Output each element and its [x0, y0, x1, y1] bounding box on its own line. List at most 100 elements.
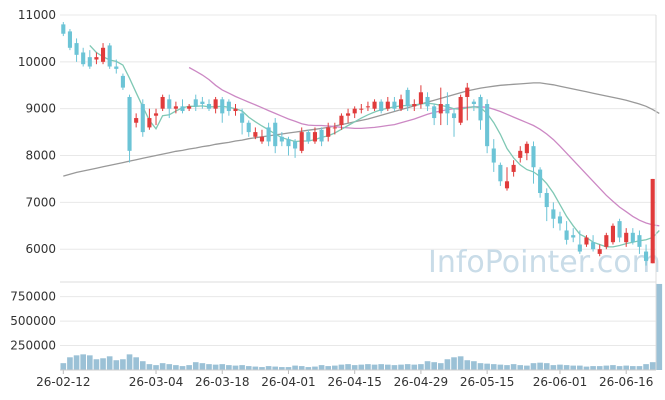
candle — [412, 99, 417, 112]
candle — [293, 139, 298, 158]
date-tick-label: 26-06-16 — [599, 375, 653, 389]
volume-bar — [457, 356, 464, 370]
candle-body — [299, 132, 304, 151]
volume-bar — [517, 365, 524, 370]
candle-body — [259, 136, 265, 142]
volume-bar — [133, 357, 139, 370]
volume-bar — [557, 364, 563, 370]
candle-body — [120, 75, 125, 88]
volume-bar — [159, 363, 166, 370]
candle-body — [584, 237, 589, 245]
candle-body — [465, 87, 470, 97]
candle — [259, 129, 265, 144]
candle-body — [392, 101, 397, 109]
volume-bar — [186, 365, 192, 370]
date-tick-label: 26-03-18 — [195, 375, 249, 389]
price-tick-label: 9000 — [25, 102, 56, 116]
volume-bar — [649, 362, 656, 370]
candlestick-series — [61, 22, 655, 266]
volume-bar — [298, 366, 305, 370]
candle-body — [127, 96, 132, 151]
candle-body — [471, 101, 476, 104]
candle-body — [624, 232, 629, 243]
candle — [531, 141, 536, 184]
candle — [114, 59, 119, 74]
candle-body — [491, 148, 496, 163]
volume-grid — [60, 296, 656, 347]
candle-body — [81, 52, 86, 65]
candle — [299, 127, 304, 154]
candle — [584, 235, 589, 247]
candle — [352, 106, 357, 119]
volume-bar — [126, 354, 133, 370]
volume-bar — [497, 364, 504, 370]
candle-body — [279, 136, 284, 142]
candle — [617, 218, 622, 243]
candle-body — [531, 146, 536, 168]
candle — [134, 113, 139, 128]
candle-body — [332, 127, 337, 129]
volume-bar — [179, 366, 186, 370]
candle-body — [312, 132, 318, 142]
price-axis-ticks: 6000 7000 8000 9000 10000 11000 — [18, 8, 56, 256]
candle-body — [445, 104, 450, 114]
price-tick-label: 6000 — [25, 242, 56, 256]
candle-body — [160, 96, 165, 109]
candle-body — [538, 169, 543, 193]
volume-bar — [418, 364, 424, 370]
date-tick-label: 26-02-12 — [36, 375, 90, 389]
price-tick-label: 10000 — [18, 55, 56, 69]
candle — [504, 167, 510, 191]
volume-bar — [563, 365, 570, 370]
volume-bar — [226, 365, 232, 370]
candle — [74, 38, 79, 62]
candle — [591, 235, 596, 252]
volume-bar — [312, 366, 318, 370]
volume-bar — [437, 363, 444, 370]
candle-body — [180, 106, 185, 112]
candle — [306, 129, 311, 144]
candle-body — [134, 118, 139, 123]
volume-tick-label: 750000 — [10, 290, 56, 304]
price-tick-label: 8000 — [25, 149, 56, 163]
price-tick-label: 11000 — [18, 8, 56, 22]
candle-body — [405, 89, 410, 107]
candle — [538, 167, 543, 198]
candle — [312, 127, 318, 144]
candle — [193, 94, 198, 112]
date-tick-label: 26-05-15 — [460, 375, 514, 389]
candle — [518, 146, 523, 163]
date-axis-ticks: 26-02-12 26-03-04 26-03-18 26-04-01 26-04-15… — [36, 370, 653, 389]
candle-body — [557, 216, 563, 224]
candle — [253, 127, 258, 140]
volume-bar — [623, 365, 630, 370]
price-tick-label: 7000 — [25, 195, 56, 209]
date-tick-label: 26-03-04 — [129, 375, 183, 389]
volume-axis-ticks: 250000 500000 750000 — [10, 290, 56, 353]
candle — [286, 136, 291, 156]
candle — [637, 230, 642, 254]
volume-bar — [550, 365, 557, 370]
candle-body — [498, 164, 503, 182]
candle — [445, 92, 450, 126]
candle-body — [167, 99, 172, 109]
candle-body — [266, 127, 271, 142]
volume-bar — [610, 365, 616, 370]
volume-bar — [279, 367, 285, 370]
date-tick-label: 26-04-01 — [261, 375, 315, 389]
volume-bar — [332, 365, 338, 370]
candle — [206, 99, 212, 112]
candle-body — [352, 108, 357, 114]
candle — [233, 104, 238, 116]
volume-bar — [371, 364, 378, 370]
candle — [200, 96, 205, 109]
ma-mid-line — [188, 66, 660, 227]
date-tick-label: 26-06-01 — [533, 375, 587, 389]
volume-bar — [477, 363, 484, 370]
volume-bar — [166, 364, 173, 370]
candle — [180, 99, 185, 114]
candle — [240, 108, 245, 135]
candle-body — [187, 106, 192, 109]
candle-body — [451, 113, 457, 119]
